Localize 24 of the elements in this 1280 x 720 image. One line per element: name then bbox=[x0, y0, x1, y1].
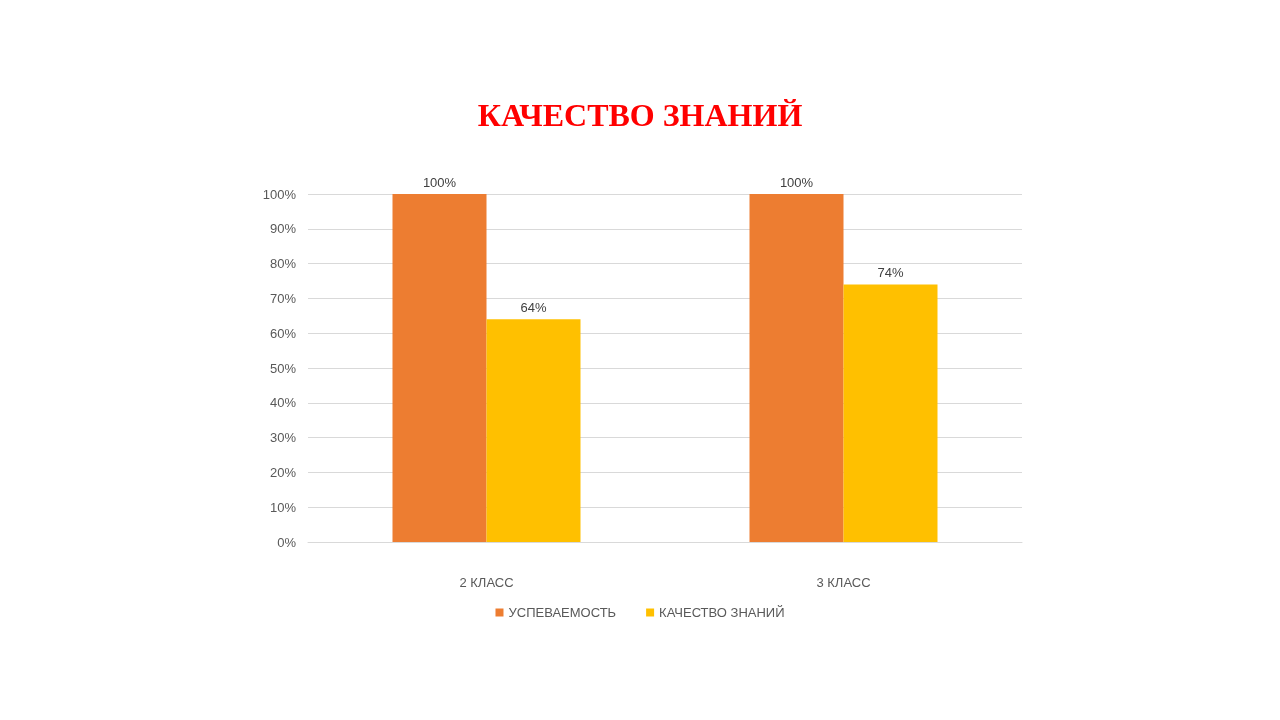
y-tick-label: 10% bbox=[269, 499, 297, 515]
bar bbox=[486, 319, 581, 542]
y-tick-label: 90% bbox=[269, 221, 297, 237]
y-tick-label: 60% bbox=[269, 325, 297, 341]
y-tick-label: 50% bbox=[269, 360, 297, 376]
y-tick-label: 30% bbox=[269, 430, 297, 446]
y-tick-label: 80% bbox=[269, 256, 297, 272]
data-label: 74% bbox=[877, 265, 904, 281]
bar bbox=[843, 284, 938, 542]
chart-title: КАЧЕСТВО ЗНАНИЙ bbox=[477, 97, 803, 133]
legend-label: КАЧЕСТВО ЗНАНИЙ bbox=[659, 605, 785, 620]
bar bbox=[392, 194, 487, 542]
y-tick-label: 40% bbox=[269, 395, 297, 411]
data-label: 64% bbox=[520, 300, 547, 316]
data-label: 100% bbox=[422, 175, 457, 190]
y-tick-label: 20% bbox=[269, 464, 297, 480]
y-tick-label: 100% bbox=[262, 186, 297, 202]
y-tick-label: 70% bbox=[269, 290, 297, 306]
bar bbox=[749, 194, 844, 542]
x-tick-label: 3 КЛАСС bbox=[816, 575, 871, 590]
legend-label: УСПЕВАЕМОСТЬ bbox=[508, 605, 617, 620]
x-tick-label: 2 КЛАСС bbox=[459, 575, 514, 590]
data-label: 100% bbox=[779, 175, 814, 190]
y-tick-label: 0% bbox=[277, 534, 297, 550]
